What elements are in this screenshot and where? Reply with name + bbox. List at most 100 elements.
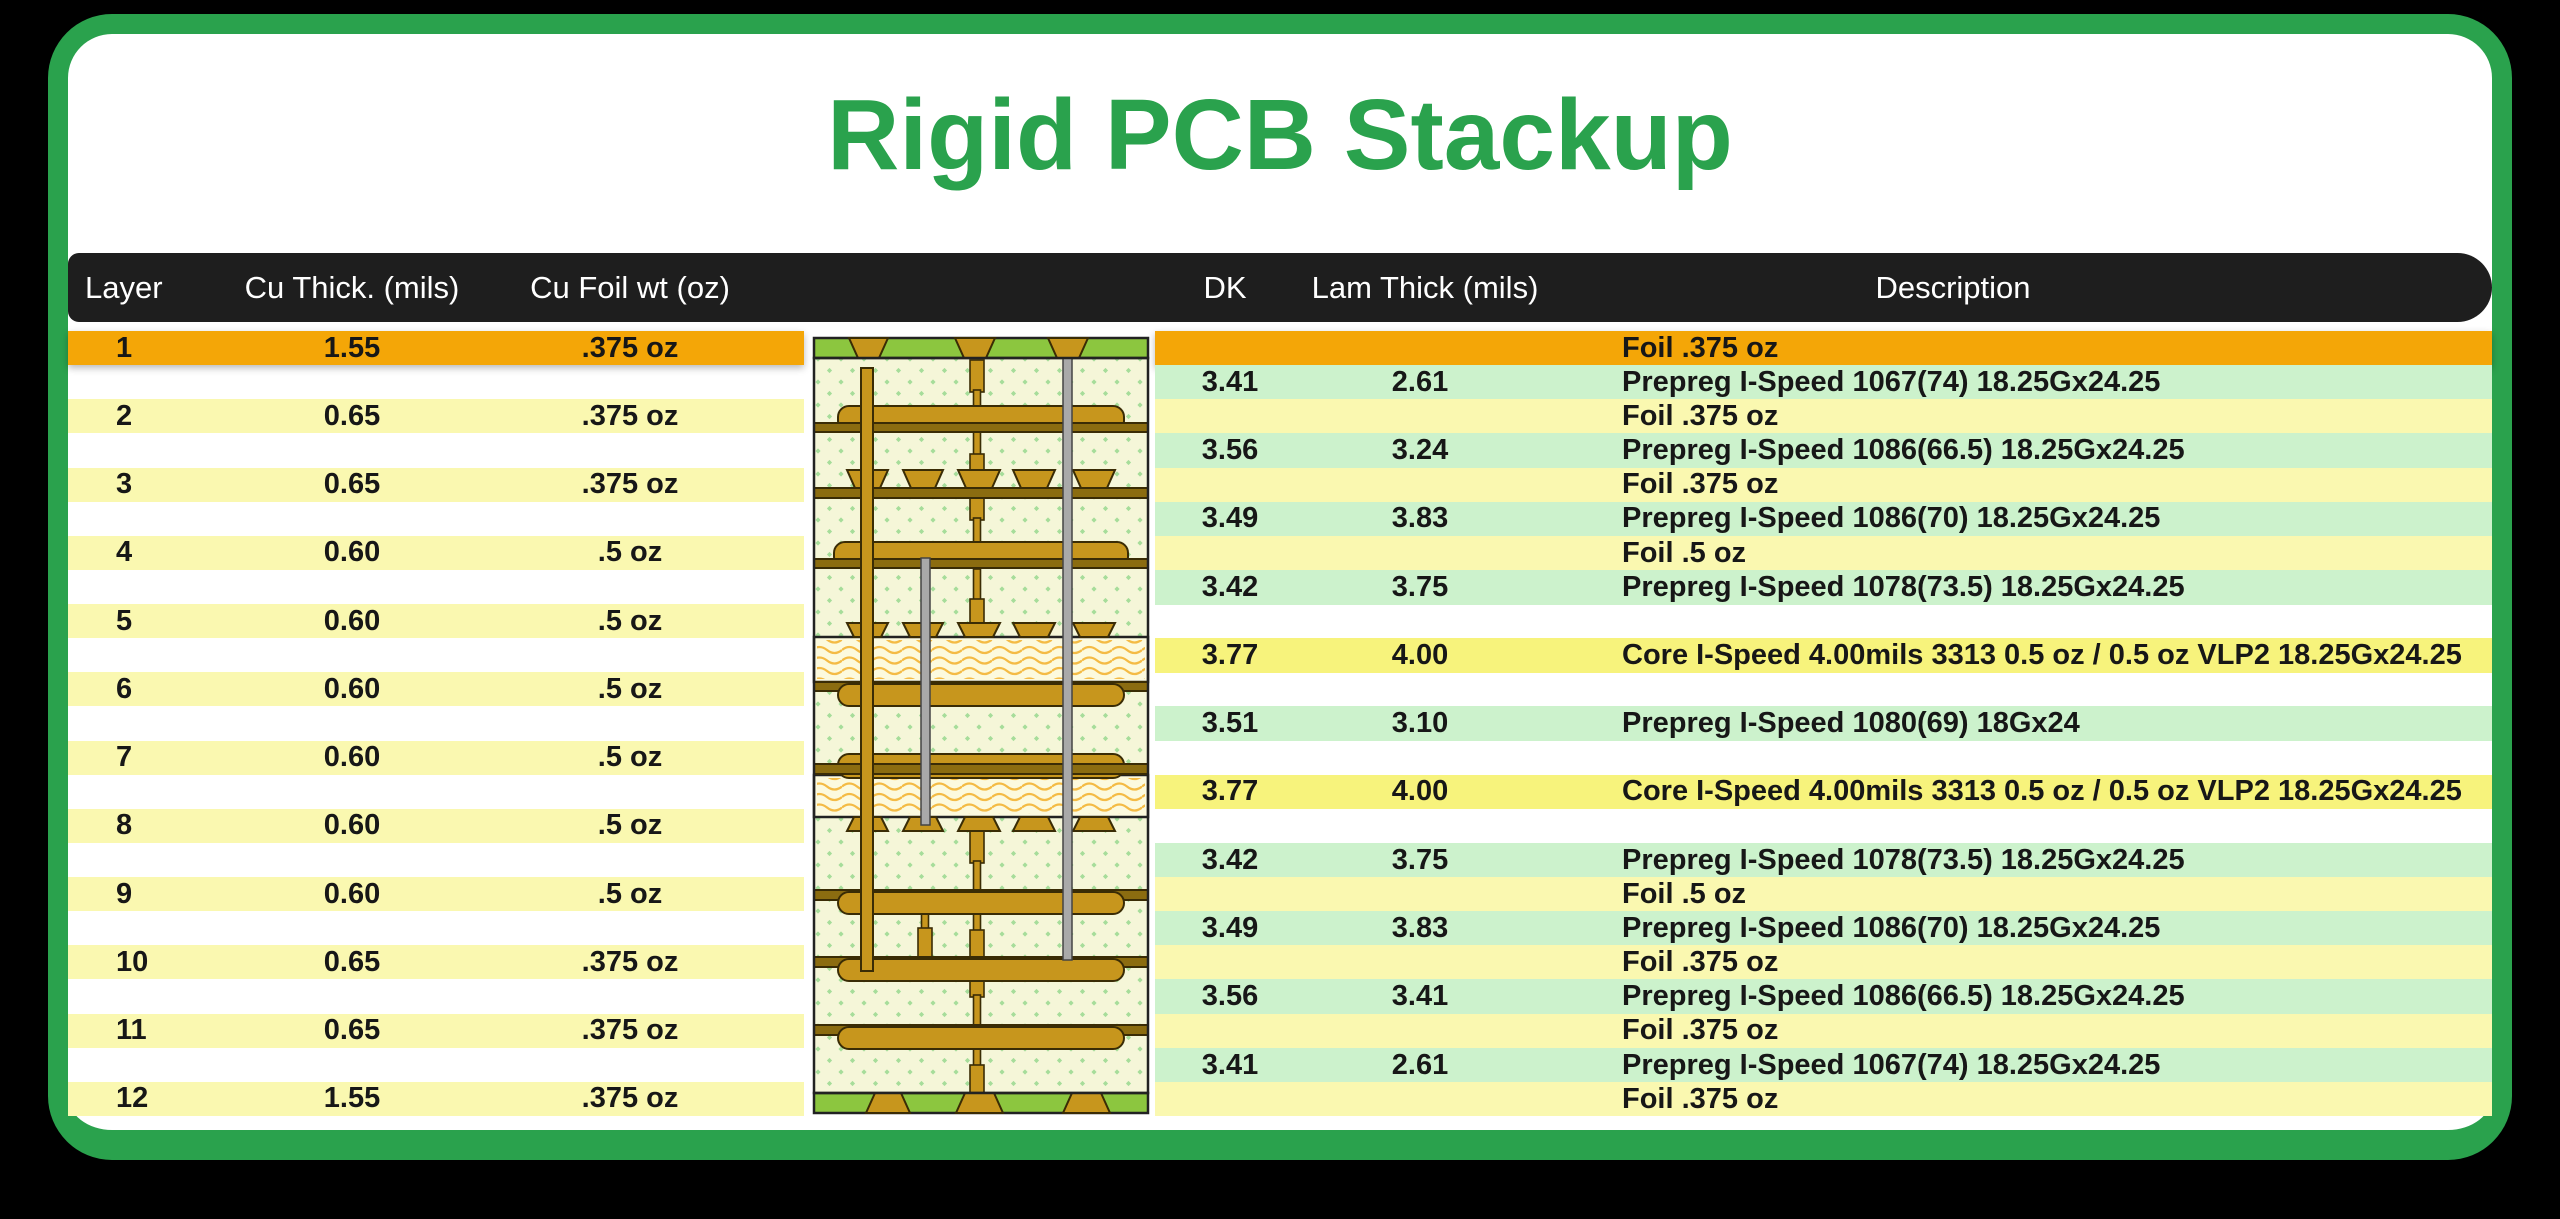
material-row-foil: Foil .375 oz (1155, 945, 2492, 980)
cu-thick-cell: 1.55 (323, 1082, 381, 1115)
cu-foil-cell: .5 oz (597, 672, 663, 705)
material-row-foil: Foil .375 oz (1155, 399, 2492, 434)
cu-thick-cell: 0.60 (323, 741, 381, 774)
dk-cell: 3.51 (1201, 707, 1259, 740)
material-row-foil: Foil .5 oz (1155, 535, 2492, 571)
cu-foil-cell: .5 oz (597, 809, 663, 842)
material-row-prepreg: 3.41 2.61 Prepreg I-Speed 1067(74) 18.25Gx… (1155, 1047, 2492, 1083)
description-cell: Foil .375 oz (1622, 1082, 1779, 1115)
buried-via-gray-mid (920, 557, 931, 826)
lam-thick-cell: 3.24 (1391, 434, 1449, 467)
table-header: Layer Cu Thick. (mils) Cu Foil wt (oz) D… (68, 253, 2492, 322)
layer-number-cell: 7 (116, 741, 133, 774)
dk-cell: 3.42 (1201, 843, 1259, 876)
cu-thick-cell: 0.65 (323, 945, 381, 978)
description-cell: Prepreg I-Speed 1086(66.5) 18.25Gx24.25 (1622, 980, 2185, 1013)
copper-layers (813, 405, 1149, 1050)
description-cell: Prepreg I-Speed 1067(74) 18.25Gx24.25 (1622, 365, 2161, 398)
description-cell: Prepreg I-Speed 1086(66.5) 18.25Gx24.25 (1622, 434, 2185, 467)
description-cell: Foil .375 oz (1622, 400, 1779, 433)
material-row-foil-top: Foil .375 oz (1155, 331, 2492, 366)
description-cell: Foil .375 oz (1622, 331, 1779, 364)
description-cell: Core I-Speed 4.00mils 3313 0.5 oz / 0.5 … (1622, 638, 2462, 671)
material-row-core: 3.77 4.00 Core I-Speed 4.00mils 3313 0.5 o… (1155, 638, 2492, 673)
cu-foil-cell: .375 oz (581, 468, 679, 501)
column-header-cu-thick: Cu Thick. (mils) (244, 269, 460, 305)
layer-row-11: 11 0.65 .375 oz (68, 1013, 804, 1048)
column-header-dk: DK (1203, 269, 1247, 305)
cu-thick-cell: 1.55 (323, 331, 381, 364)
layer-number-cell: 3 (116, 468, 133, 501)
layer-number-cell: 8 (116, 809, 133, 842)
material-row-foil: Foil .375 oz (1155, 467, 2492, 503)
solder-mask-top (812, 336, 1150, 360)
description-cell: Foil .375 oz (1622, 946, 1779, 979)
cu-thick-cell: 0.60 (323, 604, 381, 637)
material-row-prepreg: 3.42 3.75 Prepreg I-Speed 1078(73.5) 18.25… (1155, 569, 2492, 605)
cu-foil-cell: .5 oz (597, 536, 663, 569)
layer-number-cell: 5 (116, 604, 133, 637)
layer-number-cell: 11 (116, 1014, 147, 1047)
dk-cell: 3.41 (1201, 1048, 1259, 1081)
pcb-cross-section-diagram (812, 336, 1150, 1115)
description-cell: Core I-Speed 4.00mils 3313 0.5 oz / 0.5 … (1622, 775, 2462, 808)
layer-row-8: 8 0.60 .5 oz (68, 808, 804, 843)
dk-cell: 3.42 (1201, 570, 1259, 603)
layer-number-cell: 2 (116, 399, 133, 432)
material-row-prepreg: 3.42 3.75 Prepreg I-Speed 1078(73.5) 18.25… (1155, 842, 2492, 878)
cu-foil-cell: .5 oz (597, 877, 663, 910)
lam-thick-cell: 3.75 (1391, 843, 1449, 876)
material-row-prepreg: 3.49 3.83 Prepreg I-Speed 1086(70) 18.25Gx… (1155, 501, 2492, 537)
cu-foil-cell: .375 oz (581, 945, 679, 978)
dk-cell: 3.41 (1201, 365, 1259, 398)
layer-row-6: 6 0.60 .5 oz (68, 672, 804, 707)
material-row-core: 3.77 4.00 Core I-Speed 4.00mils 3313 0.5 o… (1155, 774, 2492, 810)
material-row-foil: Foil .5 oz (1155, 877, 2492, 912)
cu-foil-cell: .375 oz (581, 331, 679, 364)
layer-number-cell: 6 (116, 672, 133, 705)
layer-number-cell: 4 (116, 536, 133, 569)
layer-row-12: 12 1.55 .375 oz (68, 1081, 804, 1116)
material-row-prepreg: 3.56 3.41 Prepreg I-Speed 1086(66.5) 18.25… (1155, 979, 2492, 1015)
lam-thick-cell: 2.61 (1391, 1048, 1449, 1081)
column-header-description: Description (1875, 269, 2031, 305)
cu-thick-cell: 0.65 (323, 1014, 381, 1047)
layer-row-1: 1 1.55 .375 oz (68, 331, 804, 365)
cu-thick-cell: 0.60 (323, 672, 381, 705)
lam-thick-cell: 3.75 (1391, 570, 1449, 603)
cu-thick-cell: 0.60 (323, 877, 381, 910)
layer-row-3: 3 0.65 .375 oz (68, 467, 804, 502)
material-row-prepreg: 3.56 3.24 Prepreg I-Speed 1086(66.5) 18.25… (1155, 433, 2492, 468)
material-row-foil: Foil .375 oz (1155, 1081, 2492, 1117)
page-title: Rigid PCB Stackup (827, 79, 1733, 191)
layer-number-cell: 9 (116, 877, 133, 910)
cu-thick-cell: 0.60 (323, 536, 381, 569)
material-row-prepreg: 3.51 3.10 Prepreg I-Speed 1080(69) 18Gx24 (1155, 706, 2492, 742)
material-row-prepreg: 3.49 3.83 Prepreg I-Speed 1086(70) 18.25Gx… (1155, 911, 2492, 946)
cu-foil-cell: .375 oz (581, 1014, 679, 1047)
cu-foil-cell: .5 oz (597, 604, 663, 637)
buried-via-gold (860, 367, 874, 972)
description-cell: Prepreg I-Speed 1080(69) 18Gx24 (1622, 707, 2080, 740)
column-header-lam-thick: Lam Thick (mils) (1311, 269, 1539, 305)
stackup-card: Rigid PCB Stackup Layer Cu Thick. (mils)… (48, 14, 2512, 1160)
description-cell: Prepreg I-Speed 1078(73.5) 18.25Gx24.25 (1622, 570, 2185, 603)
solder-mask-bottom (812, 1091, 1150, 1115)
lam-thick-cell: 4.00 (1391, 775, 1449, 808)
column-header-layer: Layer (85, 269, 163, 305)
description-cell: Prepreg I-Speed 1078(73.5) 18.25Gx24.25 (1622, 843, 2185, 876)
description-cell: Prepreg I-Speed 1086(70) 18.25Gx24.25 (1622, 912, 2161, 944)
description-cell: Foil .375 oz (1622, 468, 1779, 501)
lam-thick-cell: 3.41 (1391, 980, 1449, 1013)
dk-cell: 3.49 (1201, 502, 1259, 535)
dk-cell: 3.49 (1201, 912, 1259, 944)
description-cell: Prepreg I-Speed 1086(70) 18.25Gx24.25 (1622, 502, 2161, 535)
lam-thick-cell: 3.83 (1391, 502, 1449, 535)
layer-number-cell: 1 (116, 331, 133, 364)
layer-row-10: 10 0.65 .375 oz (68, 945, 804, 980)
material-row-foil: Foil .375 oz (1155, 1013, 2492, 1049)
dk-cell: 3.77 (1201, 638, 1259, 671)
description-cell: Prepreg I-Speed 1067(74) 18.25Gx24.25 (1622, 1048, 2161, 1081)
lam-thick-cell: 2.61 (1391, 365, 1449, 398)
